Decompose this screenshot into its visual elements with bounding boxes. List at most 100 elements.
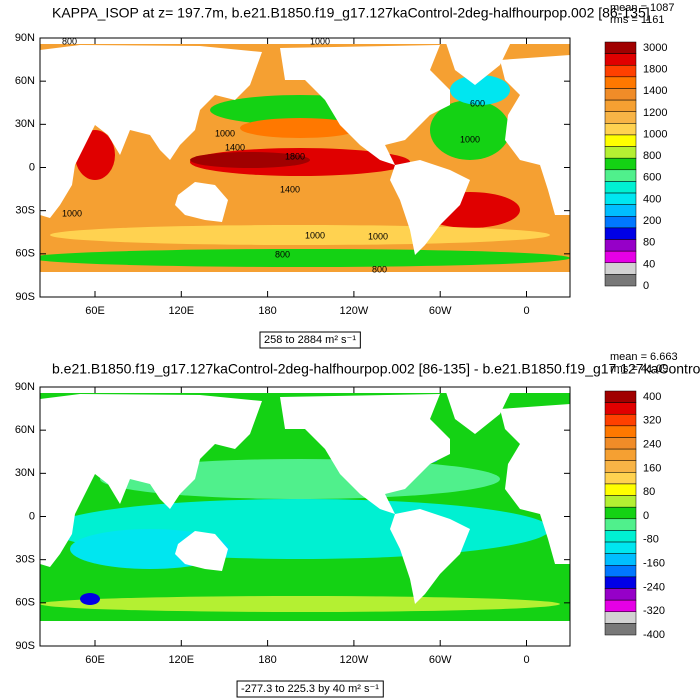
colorbar-box	[604, 413, 637, 427]
lon-label: 120E	[168, 305, 194, 317]
colorbar-label: -400	[643, 629, 665, 641]
lat-label: 90S	[15, 640, 35, 652]
colorbar-label: 160	[643, 462, 661, 474]
lon-label: 0	[523, 305, 529, 317]
colorbar-box	[604, 425, 637, 438]
map-1	[40, 38, 570, 297]
colorbar-label: 80	[643, 486, 655, 498]
colorbar-box	[604, 611, 637, 624]
colorbar-label: 240	[643, 439, 661, 451]
colorbar-box	[604, 274, 637, 287]
colorbar-label: 800	[643, 150, 661, 162]
lat-label: 90S	[15, 291, 35, 303]
colorbar-box	[604, 623, 637, 636]
colorbar-label: 80	[643, 237, 655, 249]
colorbar-box	[604, 64, 637, 78]
contour-label: 1000	[310, 36, 330, 46]
colorbar-label: 3000	[643, 42, 667, 54]
contour-labels: 800 1000 1000 1400 1800 1400 1000 1000 1…	[62, 36, 485, 274]
colorbar-box	[604, 262, 637, 275]
lat-label: 30N	[15, 467, 35, 479]
lon-label: 0	[523, 654, 529, 666]
colorbar-box	[604, 204, 637, 217]
colorbar-box	[604, 518, 637, 531]
contour-label: 1000	[215, 128, 235, 138]
colorbar-box	[604, 250, 637, 264]
lat-label: 60N	[15, 75, 35, 87]
colorbar-box	[604, 506, 637, 520]
lat-label: 60N	[15, 424, 35, 436]
lat-label: 30N	[15, 118, 35, 130]
colorbar-label: 320	[643, 415, 661, 427]
lat-label: 90N	[15, 32, 35, 44]
lon-label: 60W	[429, 654, 452, 666]
colorbar-box	[604, 111, 637, 124]
lon-label: 180	[258, 654, 276, 666]
colorbar-box	[604, 41, 637, 54]
colorbar-box	[604, 448, 637, 461]
colorbar-box	[604, 192, 637, 205]
colorbar-box	[604, 239, 637, 252]
colorbar-label: 1000	[643, 128, 667, 140]
range-box	[236, 680, 384, 698]
lat-label: 90N	[15, 381, 35, 393]
range-note: -277.3 to 225.3 by 40 m² s⁻¹	[241, 683, 379, 695]
stat: mean = 1087	[610, 2, 675, 14]
colorbar-box	[604, 134, 637, 147]
colorbar-box	[604, 565, 637, 578]
lon-label: 60E	[85, 654, 105, 666]
colorbar-label: -320	[643, 605, 665, 617]
range-box	[259, 331, 361, 349]
contour-label: 1000	[368, 231, 388, 241]
colorbar-box	[604, 472, 637, 485]
colorbar-box	[604, 437, 637, 450]
colorbar-label: 1800	[643, 64, 667, 76]
colorbar-box	[604, 390, 637, 403]
colorbar-box	[604, 99, 637, 112]
colorbar-box	[604, 216, 637, 229]
colorbar-label: -240	[643, 581, 665, 593]
lat-label: 30S	[15, 554, 35, 566]
colorbar-label: -160	[643, 558, 665, 570]
colorbar-label: 200	[643, 215, 661, 227]
colorbar-box	[604, 227, 637, 240]
colorbar-box	[604, 402, 637, 415]
colorbar-label: 40	[643, 258, 655, 270]
lat-label: 0	[29, 510, 35, 522]
colorbar-box	[604, 495, 637, 508]
stat: mean = 6.663	[610, 351, 678, 363]
colorbar-box	[604, 53, 637, 66]
colorbar-box	[604, 576, 637, 589]
contour-label: 1400	[225, 142, 245, 152]
contour-label: 1000	[305, 230, 325, 240]
lat-label: 60S	[15, 248, 35, 260]
colorbar-box	[604, 169, 637, 182]
colorbar-box	[604, 123, 637, 136]
colorbar-label: 1200	[643, 107, 667, 119]
lon-label: 120W	[340, 305, 369, 317]
lon-label: 60E	[85, 305, 105, 317]
colorbar-box	[604, 588, 637, 601]
colorbar-box	[604, 460, 637, 473]
map-2	[40, 387, 570, 646]
colorbar-label: 0	[643, 510, 649, 522]
colorbar-box	[604, 553, 637, 566]
colorbar-label: -80	[643, 534, 659, 546]
colorbar-box	[604, 76, 637, 89]
contour-label: 600	[470, 98, 485, 108]
colorbar-label: 1400	[643, 85, 667, 97]
colorbar-label: 400	[643, 391, 661, 403]
colorbar-box	[604, 181, 637, 194]
contour-label: 1000	[62, 208, 82, 218]
title: KAPPA_ISOP at z= 197.7m, b.e21.B1850.f19…	[52, 5, 650, 21]
colorbar-box	[604, 530, 637, 543]
colorbar-label: 400	[643, 193, 661, 205]
colorbar-box	[604, 599, 637, 613]
colorbar-box	[604, 157, 637, 171]
lat-label: 0	[29, 161, 35, 173]
stat: rms = 41.09	[610, 363, 668, 375]
contour-label: 800	[275, 249, 290, 259]
lat-label: 30S	[15, 205, 35, 217]
lon-label: 60W	[429, 305, 452, 317]
contour-label: 800	[62, 36, 77, 46]
